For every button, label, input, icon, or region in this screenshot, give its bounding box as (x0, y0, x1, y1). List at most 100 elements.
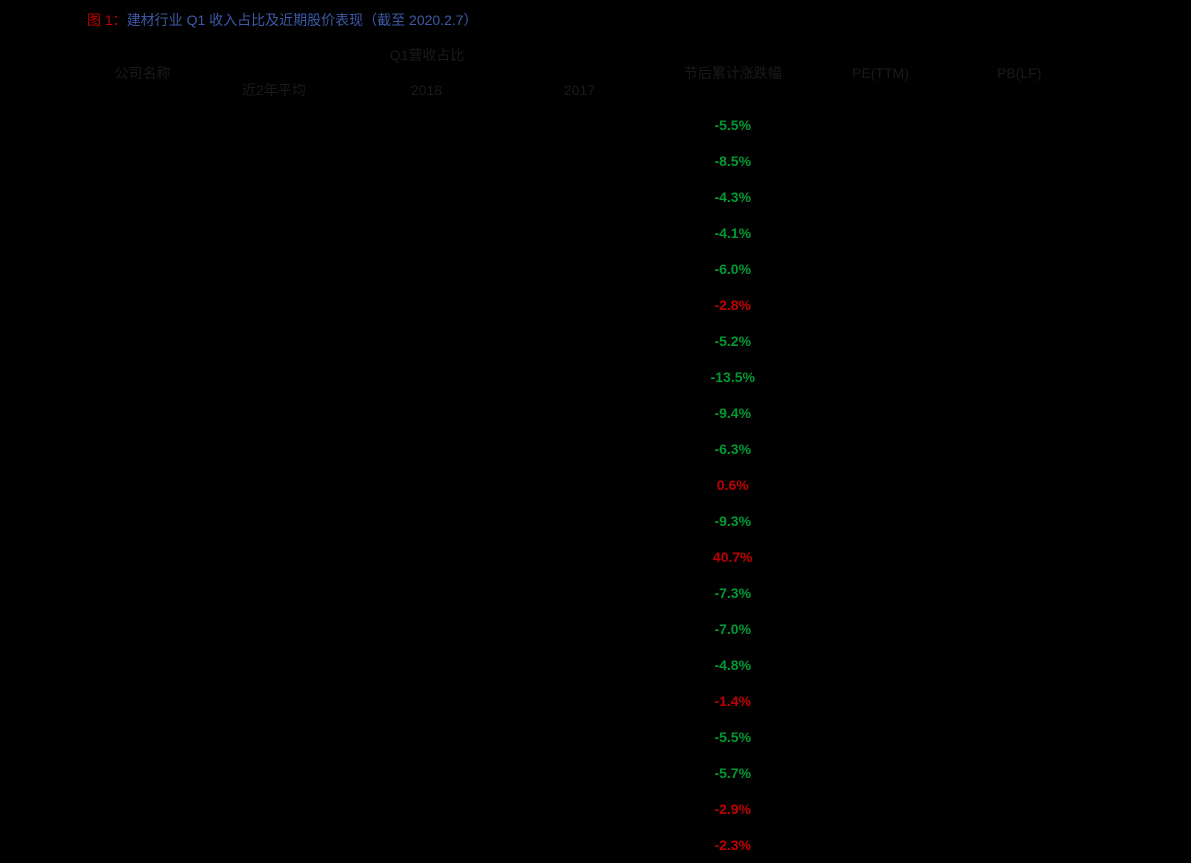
cell-pe (810, 107, 952, 144)
cell-change: -5.5% (656, 107, 809, 144)
cell-avg2yr (198, 323, 350, 359)
cell-company (87, 179, 198, 215)
cell-2017 (503, 503, 656, 539)
cell-pe (810, 179, 952, 215)
cell-2017 (503, 791, 656, 827)
cell-pb (951, 179, 1087, 215)
cell-change: -4.3% (656, 179, 809, 215)
cell-company (87, 467, 198, 503)
cell-2018 (350, 215, 503, 251)
cell-avg2yr (198, 359, 350, 395)
header-pe: PE(TTM) (810, 37, 952, 107)
cell-avg2yr (198, 395, 350, 431)
cell-avg2yr (198, 251, 350, 287)
cell-2017 (503, 611, 656, 647)
cell-2018 (350, 575, 503, 611)
cell-pb (951, 827, 1087, 863)
cell-avg2yr (198, 431, 350, 467)
cell-2018 (350, 467, 503, 503)
cell-2018 (350, 107, 503, 144)
cell-pe (810, 539, 952, 575)
cell-avg2yr (198, 467, 350, 503)
header-avg2yr: 近2年平均 (198, 72, 350, 107)
table-row: -7.3% (87, 575, 1087, 611)
header-q1-group: Q1营收占比 (198, 37, 656, 72)
table-row: -13.5% (87, 359, 1087, 395)
cell-pb (951, 575, 1087, 611)
cell-pb (951, 251, 1087, 287)
cell-pe (810, 719, 952, 755)
cell-2018 (350, 395, 503, 431)
cell-change: -2.9% (656, 791, 809, 827)
cell-avg2yr (198, 611, 350, 647)
cell-company (87, 287, 198, 323)
cell-pe (810, 143, 952, 179)
cell-avg2yr (198, 143, 350, 179)
cell-avg2yr (198, 683, 350, 719)
cell-pb (951, 359, 1087, 395)
header-pb: PB(LF) (951, 37, 1087, 107)
cell-company (87, 683, 198, 719)
cell-2018 (350, 683, 503, 719)
cell-avg2yr (198, 179, 350, 215)
cell-company (87, 791, 198, 827)
cell-pe (810, 791, 952, 827)
cell-company (87, 359, 198, 395)
cell-2017 (503, 179, 656, 215)
cell-change: 0.6% (656, 467, 809, 503)
cell-2017 (503, 287, 656, 323)
cell-pb (951, 431, 1087, 467)
table-row: -6.0% (87, 251, 1087, 287)
table-row: -5.2% (87, 323, 1087, 359)
header-company: 公司名称 (87, 37, 198, 107)
cell-change: -2.8% (656, 287, 809, 323)
cell-avg2yr (198, 503, 350, 539)
cell-2017 (503, 467, 656, 503)
table-title: 图 1：建材行业 Q1 收入占比及近期股价表现（截至 2020.2.7） (87, 10, 1191, 36)
cell-2017 (503, 827, 656, 863)
cell-pe (810, 359, 952, 395)
cell-change: -7.3% (656, 575, 809, 611)
table-row: -2.8% (87, 287, 1087, 323)
cell-pb (951, 503, 1087, 539)
cell-pe (810, 251, 952, 287)
cell-company (87, 107, 198, 144)
cell-pb (951, 107, 1087, 144)
cell-2017 (503, 107, 656, 144)
cell-2018 (350, 431, 503, 467)
cell-change: -5.2% (656, 323, 809, 359)
cell-company (87, 575, 198, 611)
header-2018: 2018 (350, 72, 503, 107)
cell-change: -13.5% (656, 359, 809, 395)
table-row: -4.1% (87, 215, 1087, 251)
cell-pe (810, 827, 952, 863)
cell-company (87, 143, 198, 179)
cell-company (87, 323, 198, 359)
cell-pb (951, 215, 1087, 251)
table-row: -8.5% (87, 143, 1087, 179)
cell-change: 40.7% (656, 539, 809, 575)
table-row: -4.8% (87, 647, 1087, 683)
cell-pe (810, 647, 952, 683)
cell-2018 (350, 323, 503, 359)
cell-pb (951, 611, 1087, 647)
cell-company (87, 755, 198, 791)
cell-change: -5.7% (656, 755, 809, 791)
cell-2018 (350, 143, 503, 179)
cell-2017 (503, 719, 656, 755)
cell-pb (951, 719, 1087, 755)
cell-2018 (350, 611, 503, 647)
cell-change: -8.5% (656, 143, 809, 179)
cell-pe (810, 683, 952, 719)
table-row: -6.3% (87, 431, 1087, 467)
cell-2018 (350, 251, 503, 287)
cell-pb (951, 647, 1087, 683)
cell-pe (810, 611, 952, 647)
cell-pb (951, 539, 1087, 575)
cell-2018 (350, 791, 503, 827)
cell-2017 (503, 215, 656, 251)
cell-2017 (503, 143, 656, 179)
cell-2017 (503, 755, 656, 791)
cell-avg2yr (198, 827, 350, 863)
cell-pb (951, 143, 1087, 179)
